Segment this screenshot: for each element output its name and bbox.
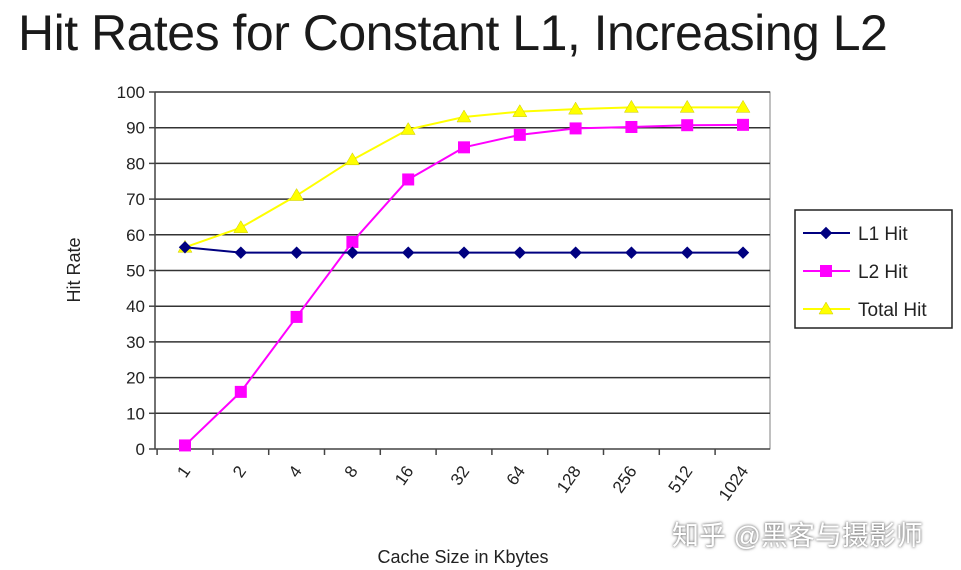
x-tick-label: 2	[229, 462, 250, 481]
data-point-l1-hit	[234, 246, 248, 259]
x-tick-label: 128	[553, 462, 585, 496]
data-point-total-hit	[735, 99, 751, 113]
data-point-l1-hit	[625, 246, 638, 259]
legend-label-l2-hit: L2 Hit	[858, 262, 908, 283]
data-point-l2-hit	[513, 128, 526, 141]
data-point-l1-hit	[569, 246, 582, 259]
y-axis-label: Hit Rate	[64, 237, 84, 302]
y-tick-label: 10	[126, 404, 145, 423]
x-tick-label: 4	[285, 462, 306, 481]
data-point-l2-hit	[625, 120, 638, 133]
legend-marker-l1-hit	[819, 226, 833, 240]
data-point-l2-hit	[234, 385, 247, 398]
data-point-total-hit	[233, 220, 249, 233]
data-point-l1-hit	[346, 246, 359, 259]
x-tick-label: 64	[503, 462, 529, 488]
data-point-total-hit	[344, 152, 360, 166]
legend-label-total-hit: Total Hit	[858, 300, 927, 321]
data-point-l1-hit	[290, 246, 303, 259]
y-tick-label: 90	[126, 119, 145, 138]
data-point-total-hit	[512, 104, 528, 117]
y-tick-label: 80	[126, 154, 145, 173]
data-point-l2-hit	[569, 122, 582, 135]
x-tick-label: 256	[609, 462, 641, 496]
y-tick-label: 100	[117, 83, 145, 102]
data-point-l1-hit	[457, 246, 471, 259]
x-tick-labels: 1 2 4 8 16 32 64 128 256 512 1024	[156, 449, 752, 504]
data-point-l2-hit	[681, 119, 694, 132]
data-point-total-hit	[289, 188, 305, 201]
y-tick-label: 50	[126, 262, 145, 281]
x-tick-label: 16	[391, 462, 417, 488]
y-tick-label: 40	[126, 297, 145, 316]
x-axis-label: Cache Size in Kbytes	[377, 547, 548, 567]
y-tick-label: 30	[126, 333, 145, 352]
series-total-hit	[177, 99, 751, 253]
series-l2-hit	[179, 118, 749, 452]
y-tick-label: 0	[136, 440, 145, 459]
legend-marker-l2-hit	[820, 265, 832, 277]
y-tick-label: 20	[126, 369, 145, 388]
x-tick-label: 8	[341, 462, 362, 481]
data-point-total-hit	[623, 99, 639, 113]
legend-marker-total-hit	[818, 301, 834, 315]
series-l1-hit	[178, 241, 750, 259]
x-tick-label: 32	[447, 462, 473, 488]
data-point-l2-hit	[458, 141, 470, 154]
data-point-total-hit	[400, 121, 416, 135]
data-point-l2-hit	[737, 118, 749, 131]
data-point-l1-hit	[178, 241, 192, 254]
watermark: 知乎 @黑客与摄影师	[672, 521, 923, 551]
data-point-l1-hit	[513, 246, 527, 259]
y-tick-label: 70	[126, 190, 145, 209]
data-point-l2-hit	[346, 235, 359, 248]
data-point-l1-hit	[680, 246, 694, 259]
y-tick-label: 60	[126, 226, 145, 245]
legend-label-l1-hit: L1 Hit	[858, 224, 908, 245]
data-point-l2-hit	[290, 310, 303, 323]
data-point-total-hit	[679, 99, 695, 113]
gridlines	[149, 91, 770, 450]
data-point-l2-hit	[179, 439, 191, 452]
legend: L1 Hit L2 Hit Total Hit	[794, 209, 953, 329]
x-tick-label: 1	[173, 462, 194, 481]
x-tick-label: 512	[665, 462, 697, 496]
data-point-total-hit	[456, 109, 472, 123]
data-point-l1-hit	[401, 246, 415, 259]
data-point-l2-hit	[402, 173, 415, 186]
data-point-l1-hit	[736, 246, 750, 259]
slide-title: Hit Rates for Constant L1, Increasing L2	[18, 5, 888, 61]
data-point-total-hit	[568, 101, 584, 115]
x-tick-label: 1024	[715, 462, 752, 504]
y-tick-labels: 0 10 20 30 40 50 60 70 80 90 100	[117, 83, 145, 459]
series-group	[177, 99, 751, 452]
